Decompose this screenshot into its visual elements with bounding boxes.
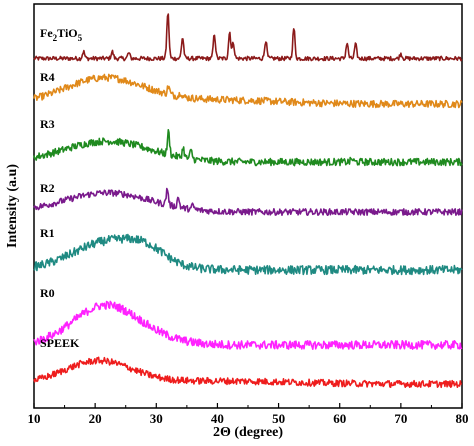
x-tick-label-20: 20: [89, 411, 102, 426]
series-label-r1: R1: [40, 226, 55, 240]
series-line-r1: [33, 233, 463, 276]
series-label-r2: R2: [40, 181, 55, 195]
series-labels: Fe2TiO5 R4 R3 R2 R1 R0 SPEEK: [40, 26, 83, 350]
x-tick-label-10: 10: [28, 411, 41, 426]
x-tick-label-70: 70: [394, 411, 407, 426]
x-tick-label-60: 60: [333, 411, 346, 426]
series-line-r0: [33, 300, 463, 350]
series-line-r2: [33, 187, 463, 216]
x-tick-label-50: 50: [272, 411, 285, 426]
series-layer: [33, 13, 463, 389]
series-label-fe2tio5: Fe2TiO5: [40, 26, 83, 43]
series-line-fe2tio5: [33, 13, 463, 62]
x-tick-label-80: 80: [456, 411, 469, 426]
series-label-speek: SPEEK: [40, 336, 80, 350]
plot-frame: [33, 3, 463, 409]
series-label-r4: R4: [40, 70, 55, 84]
series-line-speek: [33, 356, 462, 389]
series-line-r4: [33, 73, 463, 109]
x-tick-label-40: 40: [211, 411, 224, 426]
series-line-r3: [33, 129, 463, 167]
series-label-r3: R3: [40, 117, 55, 131]
series-label-r0: R0: [40, 286, 55, 300]
x-axis: 10 20 30 40 50 60 70 80: [28, 403, 469, 426]
y-axis-title: Intensity (a.u): [5, 164, 20, 248]
x-tick-label-30: 30: [150, 411, 163, 426]
x-axis-title: 2Θ (degree): [213, 425, 283, 440]
